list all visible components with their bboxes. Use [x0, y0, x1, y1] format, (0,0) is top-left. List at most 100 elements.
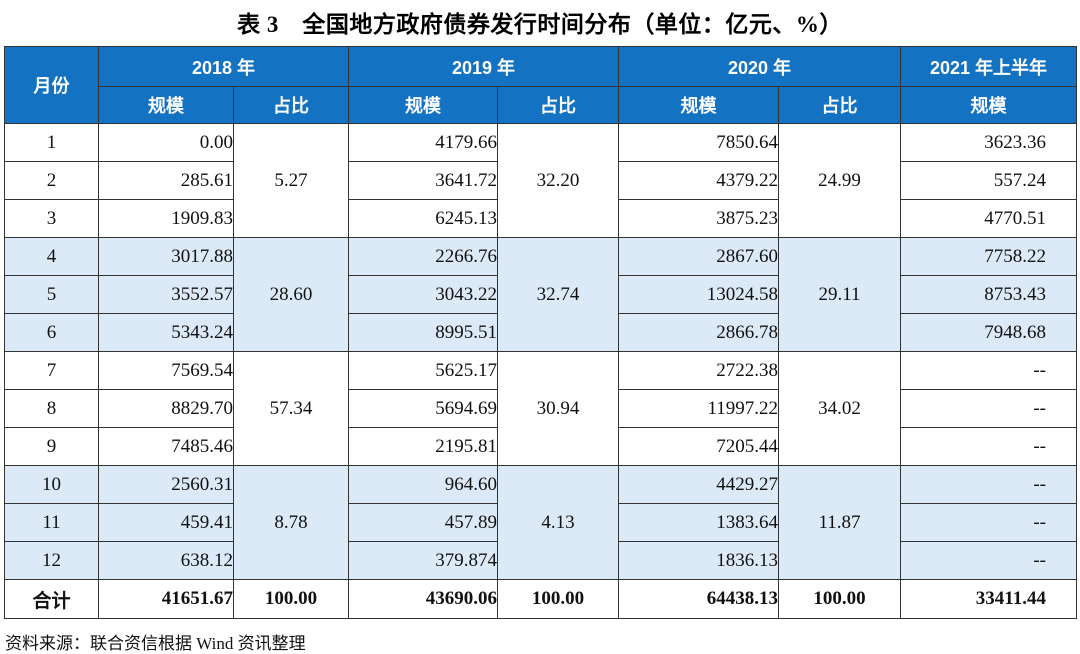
month-row: 8 8829.70 5694.69 11997.22 -- — [4, 389, 1077, 428]
share-2018-cell: 28.60 — [233, 237, 349, 352]
table-footer: 合计 41651.67 100.00 43690.06 100.00 64438… — [4, 579, 1077, 619]
scale-2018-cell: 285.61 — [98, 161, 234, 200]
source-note: 资料来源：联合资信根据 Wind 资讯整理 — [5, 634, 306, 653]
table-title: 表 3 全国地方政府债券发行时间分布（单位：亿元、%） — [237, 12, 843, 37]
month-row: 10 2560.31 8.78 964.60 4.13 4429.27 11.87 -- — [4, 465, 1077, 580]
share-2020-cell: 34.02 — [778, 351, 901, 466]
scale-2020-cell: 4429.27 — [618, 465, 779, 504]
total-share-2020-cell: 100.00 — [778, 579, 901, 619]
month-cell: 2 — [4, 161, 99, 200]
scale-2019-cell: 2195.81 — [348, 427, 498, 466]
scale-2020-cell: 3875.23 — [618, 199, 779, 238]
header-year-2019: 2019 年 — [348, 46, 619, 87]
scale-2021-cell: -- — [900, 465, 1077, 504]
month-row: 2 285.61 3641.72 4379.22 557.24 — [4, 161, 1077, 200]
month-cell: 10 — [4, 465, 99, 504]
header-scale-2019: 规模 — [348, 86, 498, 124]
share-2019-cell: 30.94 — [497, 351, 619, 466]
header-year-2020: 2020 年 — [618, 46, 901, 87]
share-2018-cell: 57.34 — [233, 351, 349, 466]
share-2019-cell: 32.20 — [497, 123, 619, 238]
share-2018-cell: 5.27 — [233, 123, 349, 238]
header-scale-2018: 规模 — [98, 86, 234, 124]
header-scale-2020: 规模 — [618, 86, 779, 124]
scale-2019-cell: 5694.69 — [348, 389, 498, 428]
scale-2021-cell: -- — [900, 503, 1077, 542]
month-cell: 9 — [4, 427, 99, 466]
scale-2018-cell: 459.41 — [98, 503, 234, 542]
scale-2018-cell: 3552.57 — [98, 275, 234, 314]
total-scale-2021-cell: 33411.44 — [900, 579, 1077, 619]
month-cell: 5 — [4, 275, 99, 314]
month-row: 1 0.00 5.27 4179.66 32.20 7850.64 24.99 3623.36 — [4, 123, 1077, 238]
share-2020-cell: 24.99 — [778, 123, 901, 238]
scale-2021-cell: -- — [900, 541, 1077, 580]
scale-2020-cell: 4379.22 — [618, 161, 779, 200]
scale-2018-cell: 8829.70 — [98, 389, 234, 428]
scale-2020-cell: 11997.22 — [618, 389, 779, 428]
scale-2019-cell: 8995.51 — [348, 313, 498, 352]
month-row: 7 7569.54 57.34 5625.17 30.94 2722.38 34.02 -- — [4, 351, 1077, 466]
scale-2021-cell: 7758.22 — [900, 237, 1077, 276]
scale-2019-cell: 2266.76 — [348, 237, 498, 276]
month-row: 5 3552.57 3043.22 13024.58 8753.43 — [4, 275, 1077, 314]
scale-2021-cell: -- — [900, 427, 1077, 466]
scale-2019-cell: 964.60 — [348, 465, 498, 504]
scale-2021-cell: 557.24 — [900, 161, 1077, 200]
total-label-cell: 合计 — [4, 579, 99, 619]
month-cell: 4 — [4, 237, 99, 276]
header-month: 月份 — [4, 46, 99, 124]
table-body: 1 0.00 5.27 4179.66 32.20 7850.64 24.99 3623.36… — [4, 123, 1077, 580]
scale-2018-cell: 5343.24 — [98, 313, 234, 352]
scale-2020-cell: 1836.13 — [618, 541, 779, 580]
total-row: 合计 41651.67 100.00 43690.06 100.00 64438… — [4, 579, 1077, 619]
scale-2018-cell: 2560.31 — [98, 465, 234, 504]
month-cell: 8 — [4, 389, 99, 428]
share-2019-cell: 4.13 — [497, 465, 619, 580]
total-scale-2019-cell: 43690.06 — [348, 579, 498, 619]
month-row: 4 3017.88 28.60 2266.76 32.74 2867.60 29.11 775… — [4, 237, 1077, 352]
month-cell: 12 — [4, 541, 99, 580]
scale-2019-cell: 4179.66 — [348, 123, 498, 162]
scale-2020-cell: 2866.78 — [618, 313, 779, 352]
scale-2019-cell: 3043.22 — [348, 275, 498, 314]
header-share-2018: 占比 — [233, 86, 349, 124]
header-year-2018: 2018 年 — [98, 46, 349, 87]
share-2020-cell: 11.87 — [778, 465, 901, 580]
total-share-2019-cell: 100.00 — [497, 579, 619, 619]
share-2020-cell: 29.11 — [778, 237, 901, 352]
scale-2019-cell: 379.874 — [348, 541, 498, 580]
header-scale-2021: 规模 — [900, 86, 1077, 124]
scale-2021-cell: 4770.51 — [900, 199, 1077, 238]
scale-2018-cell: 638.12 — [98, 541, 234, 580]
scale-2021-cell: -- — [900, 389, 1077, 428]
scale-2019-cell: 3641.72 — [348, 161, 498, 200]
share-2018-cell: 8.78 — [233, 465, 349, 580]
total-scale-2020-cell: 64438.13 — [618, 579, 779, 619]
scale-2021-cell: -- — [900, 351, 1077, 390]
month-row: 6 5343.24 8995.51 2866.78 7948.68 — [4, 313, 1077, 352]
scale-2021-cell: 8753.43 — [900, 275, 1077, 314]
month-cell: 11 — [4, 503, 99, 542]
month-row: 12 638.12 379.874 1836.13 -- — [4, 541, 1077, 580]
scale-2018-cell: 1909.83 — [98, 199, 234, 238]
scale-2018-cell: 7569.54 — [98, 351, 234, 390]
month-cell: 7 — [4, 351, 99, 390]
share-2019-cell: 32.74 — [497, 237, 619, 352]
scale-2018-cell: 0.00 — [98, 123, 234, 162]
total-scale-2018-cell: 41651.67 — [98, 579, 234, 619]
header-year-2021h1: 2021 年上半年 — [900, 46, 1077, 87]
month-cell: 3 — [4, 199, 99, 238]
scale-2019-cell: 457.89 — [348, 503, 498, 542]
bond-issuance-table: 月份 2018 年 2019 年 2020 年 2021 年上半年 规模 占比 … — [4, 46, 1077, 619]
scale-2021-cell: 3623.36 — [900, 123, 1077, 162]
header-share-2020: 占比 — [778, 86, 901, 124]
header-share-2019: 占比 — [497, 86, 619, 124]
header-measure-row: 规模 占比 规模 占比 规模 占比 规模 — [5, 86, 1077, 124]
month-row: 3 1909.83 6245.13 3875.23 4770.51 — [4, 199, 1077, 238]
scale-2020-cell: 2867.60 — [618, 237, 779, 276]
table-header: 月份 2018 年 2019 年 2020 年 2021 年上半年 规模 占比 … — [4, 46, 1077, 124]
scale-2021-cell: 7948.68 — [900, 313, 1077, 352]
scale-2020-cell: 13024.58 — [618, 275, 779, 314]
month-cell: 6 — [4, 313, 99, 352]
